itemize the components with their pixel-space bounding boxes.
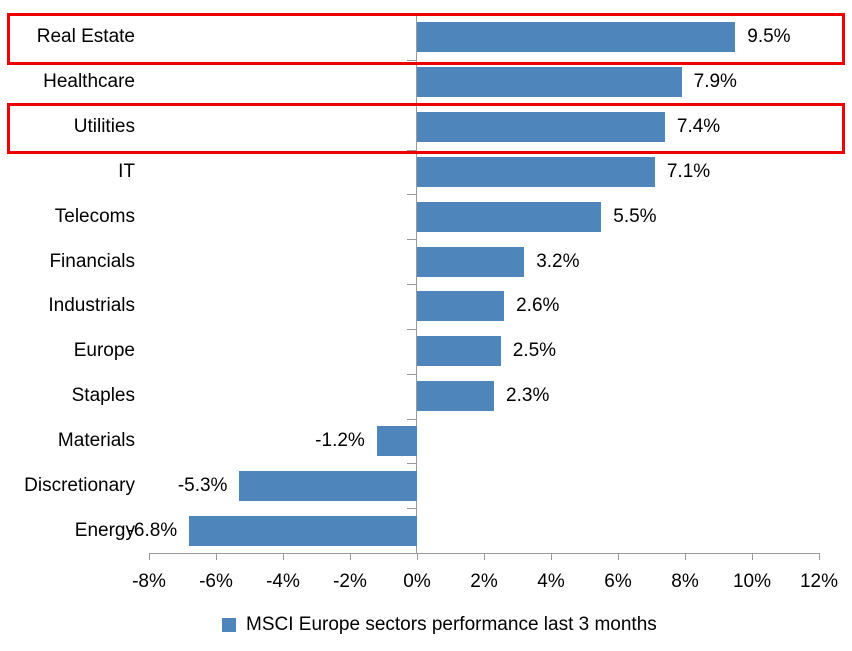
category-label: Utilities xyxy=(73,116,135,138)
x-tick xyxy=(551,553,552,560)
data-label: 5.5% xyxy=(613,205,657,227)
category-tick xyxy=(407,239,416,240)
bar xyxy=(417,201,602,232)
x-tick xyxy=(283,553,284,560)
category-tick xyxy=(407,284,416,285)
x-tick-label: -8% xyxy=(132,571,166,592)
x-tick-label: 8% xyxy=(671,571,699,592)
x-tick-label: 4% xyxy=(537,571,565,592)
category-label: IT xyxy=(118,160,135,182)
x-tick-label: 10% xyxy=(732,571,772,592)
bar xyxy=(417,67,682,98)
category-axis-line xyxy=(416,15,417,553)
x-tick-label: -6% xyxy=(199,571,233,592)
x-tick-label: 6% xyxy=(604,571,632,592)
category-tick xyxy=(407,374,416,375)
data-label: 7.1% xyxy=(666,160,711,182)
x-tick xyxy=(752,553,753,560)
category-tick xyxy=(407,508,416,509)
category-tick xyxy=(407,105,416,106)
x-tick xyxy=(149,553,150,560)
data-label: 7.9% xyxy=(693,71,737,93)
x-tick-label: 2% xyxy=(470,571,498,592)
bar xyxy=(376,425,417,456)
bar xyxy=(189,515,417,546)
x-tick xyxy=(350,553,351,560)
data-label: 2.6% xyxy=(516,295,560,317)
data-label: -6.8% xyxy=(127,519,178,541)
bar xyxy=(417,336,501,367)
bar xyxy=(417,381,495,412)
category-tick xyxy=(407,150,416,151)
data-label: -1.2% xyxy=(315,429,365,451)
category-label: Discretionary xyxy=(24,474,135,496)
x-tick-label: -4% xyxy=(266,571,300,592)
bar xyxy=(417,291,505,322)
x-tick xyxy=(417,553,418,560)
data-label: -5.3% xyxy=(177,474,228,496)
x-tick-label: 12% xyxy=(799,571,839,592)
category-label: Healthcare xyxy=(43,71,135,93)
bar xyxy=(417,246,525,277)
category-label: Staples xyxy=(71,385,135,407)
category-tick xyxy=(407,60,416,61)
category-label: Real Estate xyxy=(36,26,135,48)
x-tick-label: 0% xyxy=(403,571,431,592)
data-label: 9.5% xyxy=(747,26,791,48)
data-label: 2.3% xyxy=(506,385,550,407)
x-tick xyxy=(484,553,485,560)
x-tick-label: -2% xyxy=(333,571,367,592)
category-tick xyxy=(407,329,416,330)
legend-marker-square xyxy=(222,618,236,632)
data-label: 7.4% xyxy=(676,116,721,138)
x-tick xyxy=(819,553,820,560)
data-label: 2.5% xyxy=(512,340,557,362)
x-tick xyxy=(685,553,686,560)
category-tick xyxy=(407,194,416,195)
category-label: Telecoms xyxy=(54,205,135,227)
category-tick xyxy=(407,463,416,464)
bar xyxy=(417,156,655,187)
category-label: Industrials xyxy=(48,295,135,317)
bar xyxy=(239,470,417,501)
data-label: 3.2% xyxy=(536,250,580,272)
bar xyxy=(417,112,665,143)
bar xyxy=(417,22,736,53)
category-label: Europe xyxy=(73,340,135,362)
category-label: Energy xyxy=(74,519,135,541)
x-tick xyxy=(216,553,217,560)
legend: MSCI Europe sectors performance last 3 m… xyxy=(222,612,657,638)
category-tick xyxy=(407,15,416,16)
category-label: Materials xyxy=(57,429,135,451)
category-tick xyxy=(407,419,416,420)
x-tick xyxy=(618,553,619,560)
legend-label: MSCI Europe sectors performance last 3 m… xyxy=(246,614,657,635)
category-label: Financials xyxy=(49,250,135,272)
